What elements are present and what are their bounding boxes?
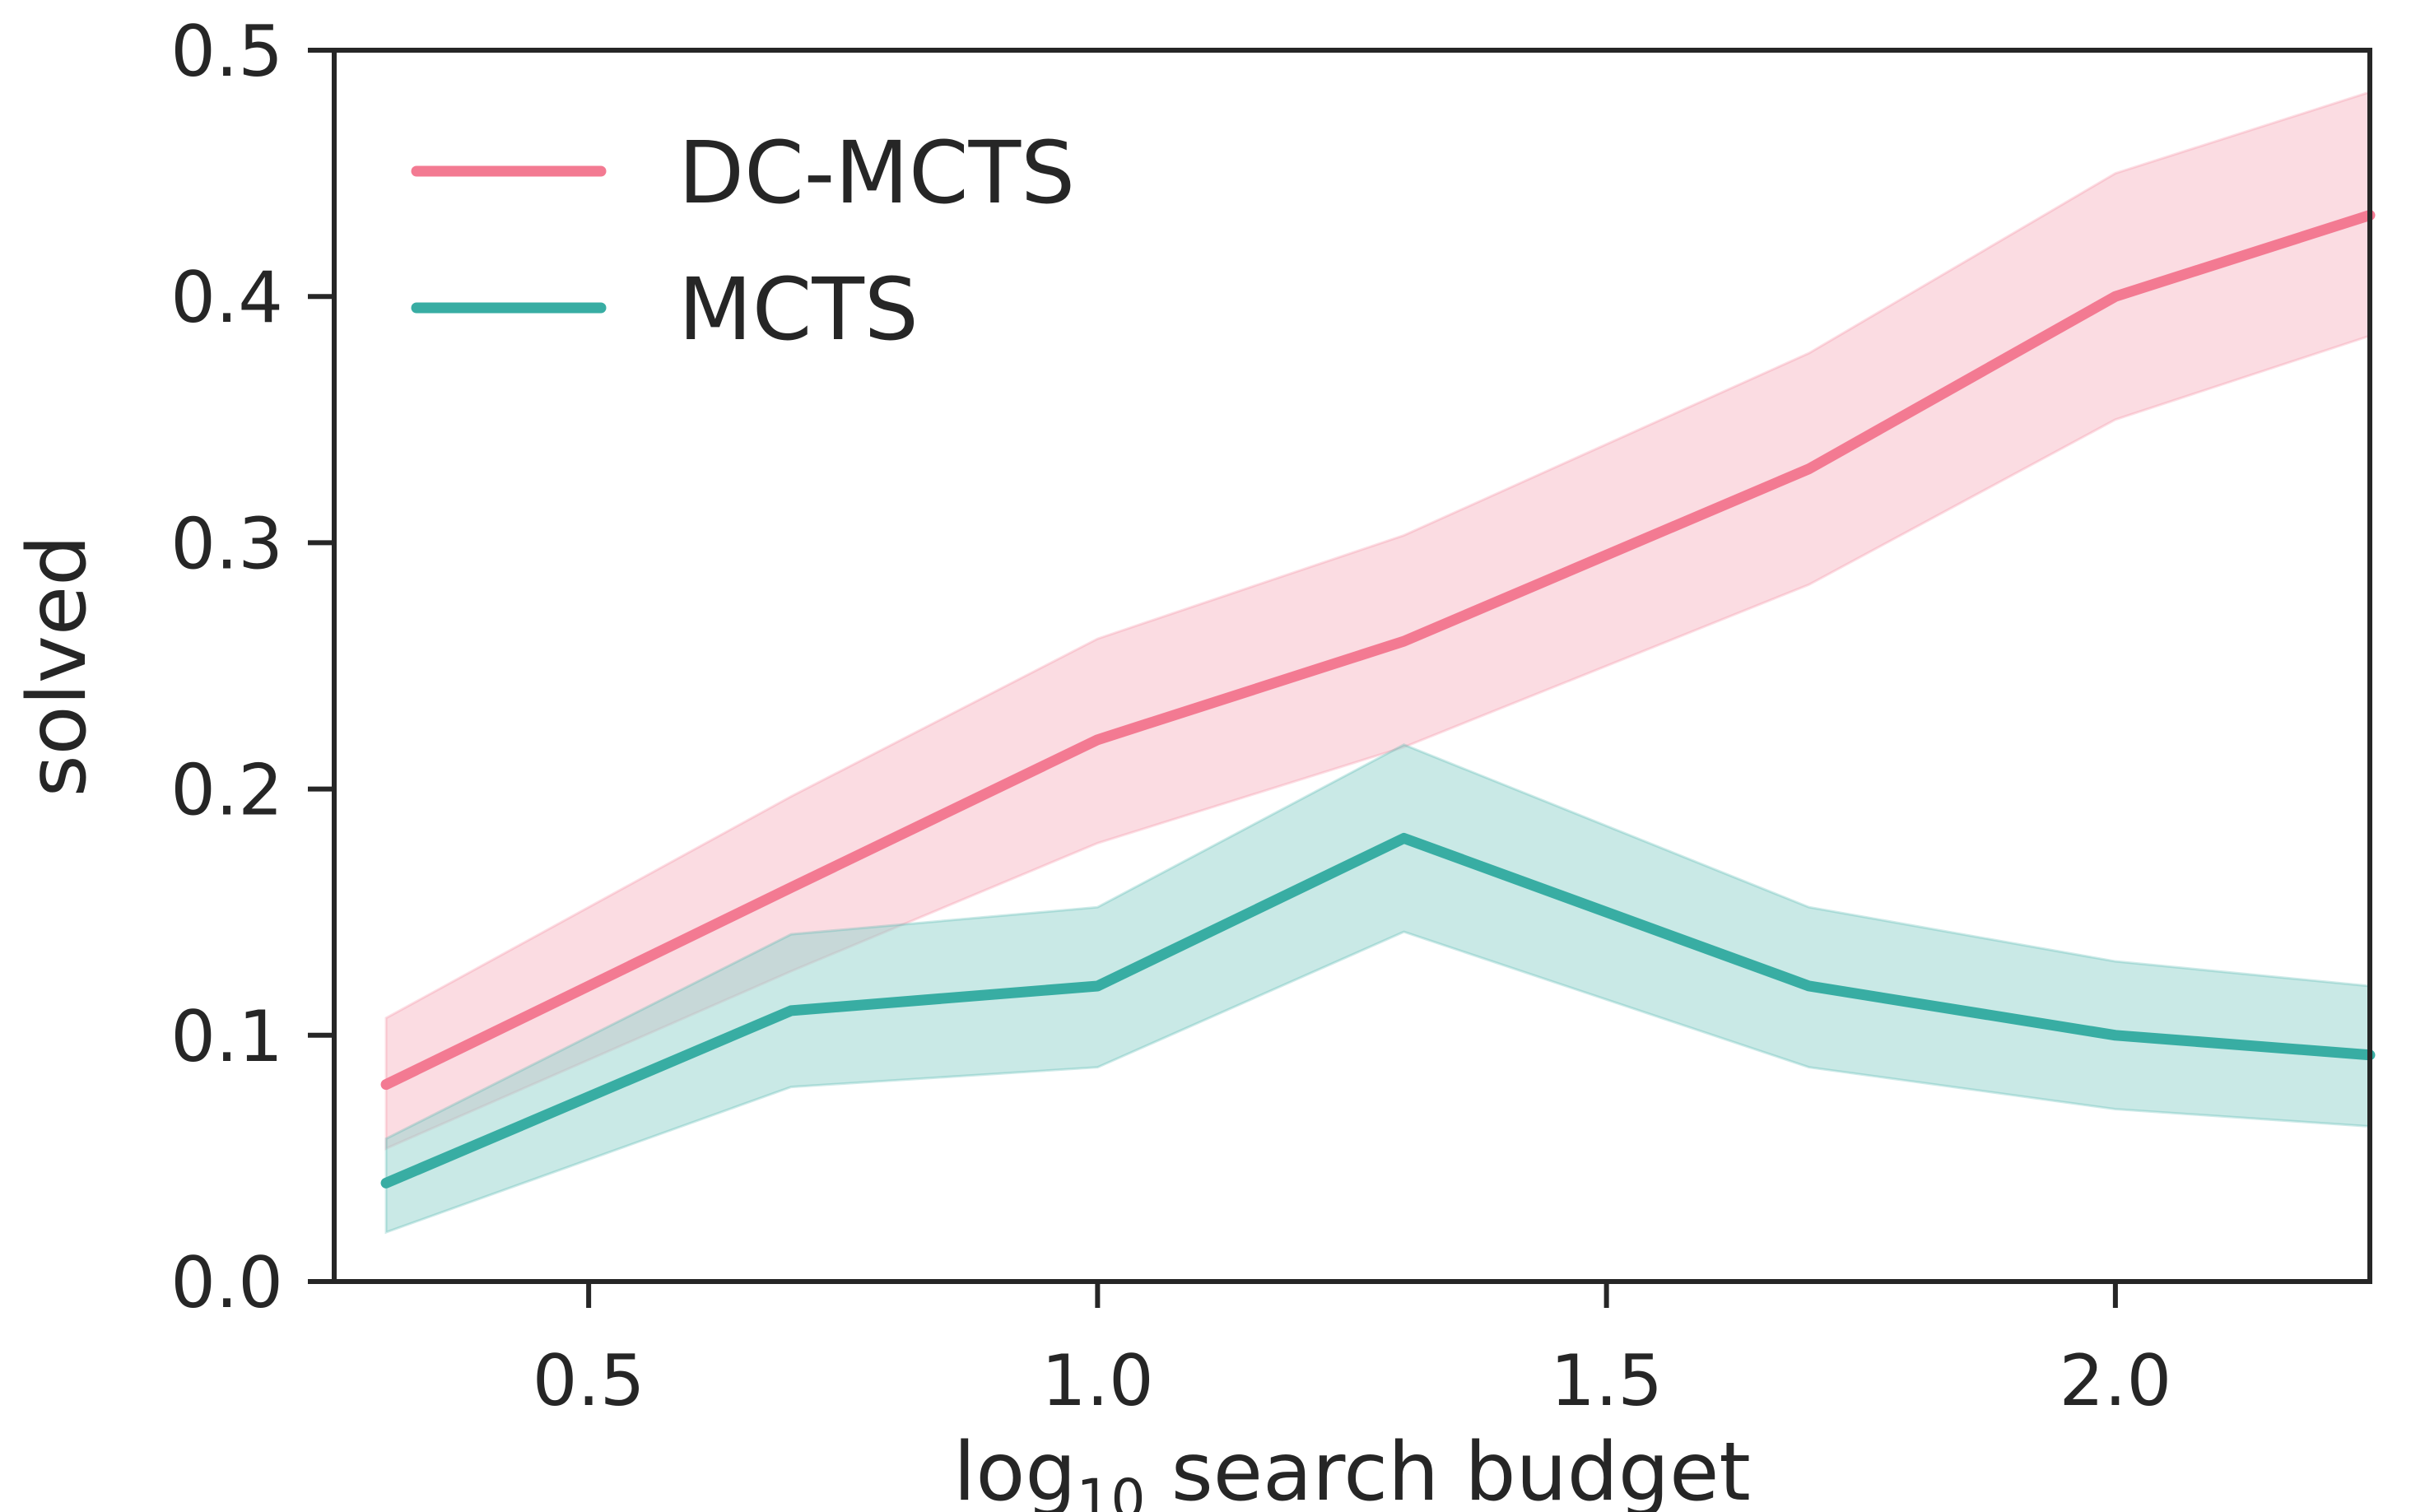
y-axis-ticks: 0.0 0.1 0.2 0.3 0.4 0.5 (170, 11, 334, 1324)
legend-label-dc-mcts: DC-MCTS (678, 123, 1075, 223)
x-axis-ticks: 0.5 1.0 1.5 2.0 (533, 1282, 2171, 1422)
x-axis-label-base: log (953, 1426, 1076, 1512)
confidence-bands (384, 90, 2371, 1235)
x-axis-label-subscript: 10 (1077, 1468, 1146, 1512)
x-tick-label: 1.0 (1041, 1340, 1154, 1422)
y-tick-label: 0.0 (170, 1242, 283, 1324)
mcts-confidence-band (384, 743, 2371, 1235)
x-tick-label: 1.5 (1550, 1340, 1663, 1422)
mcts-line (380, 832, 2376, 1189)
y-tick-label: 0.3 (170, 503, 283, 585)
x-tick-label: 0.5 (533, 1340, 645, 1422)
y-tick-label: 0.2 (170, 750, 283, 832)
y-axis-label: solved (11, 535, 105, 798)
plot-frame (332, 48, 2372, 1284)
y-tick-label: 0.5 (170, 11, 283, 93)
y-tick-label: 0.1 (170, 996, 283, 1078)
x-axis-label-rest: search budget (1146, 1426, 1751, 1512)
legend-label-mcts: MCTS (678, 259, 919, 360)
dc-mcts-line (380, 209, 2376, 1091)
series-lines (380, 209, 2376, 1189)
x-tick-label: 2.0 (2059, 1340, 2171, 1422)
y-tick-label: 0.4 (170, 257, 283, 339)
legend: DC-MCTS MCTS (411, 123, 1075, 360)
x-axis-label: log10 search budget (953, 1426, 1751, 1512)
